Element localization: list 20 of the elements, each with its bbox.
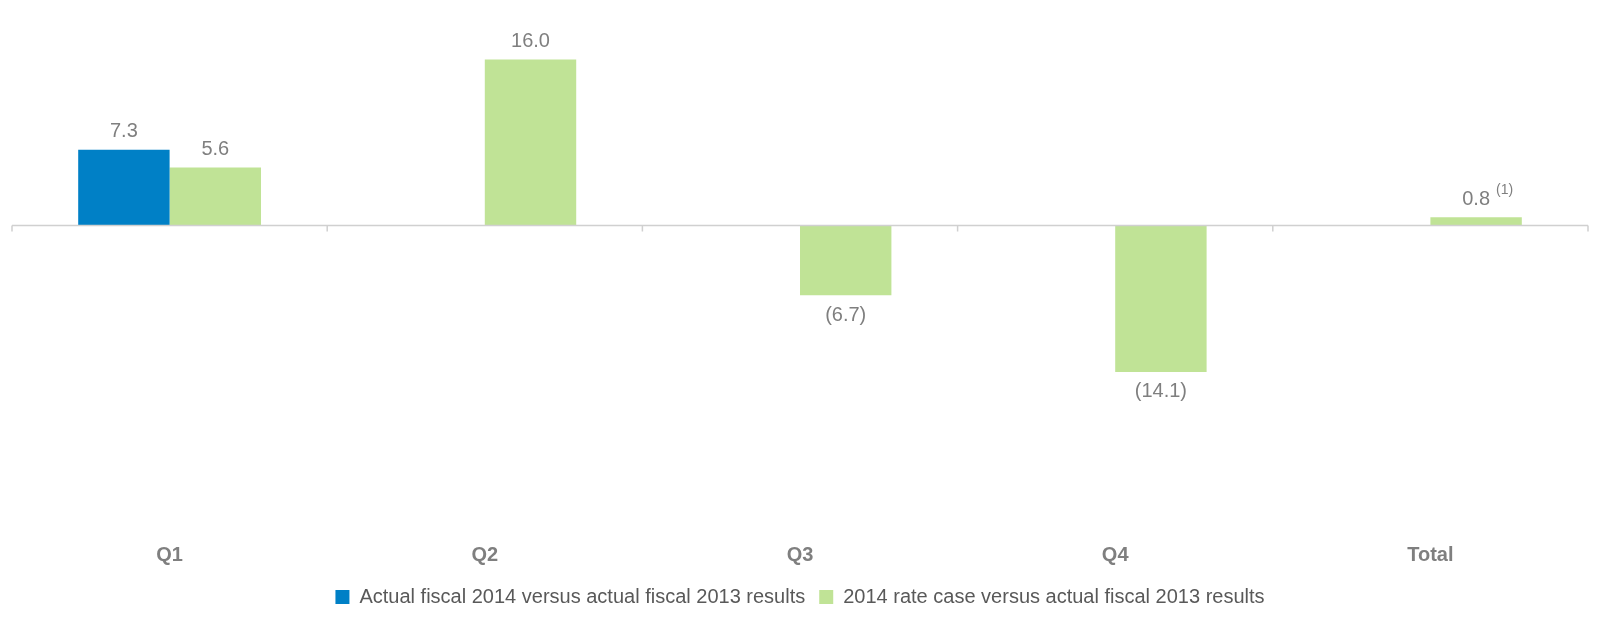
bar	[1115, 225, 1207, 372]
data-label: 16.0	[511, 29, 550, 52]
x-tick-label: Q1	[156, 542, 183, 565]
bar	[800, 225, 892, 296]
legend-label: 2014 rate case versus actual fiscal 2013 results	[843, 584, 1265, 607]
x-tick-label: Q3	[786, 542, 814, 565]
data-label: 7.3	[109, 119, 138, 142]
bar	[169, 167, 262, 226]
data-label: 0.8	[1462, 186, 1491, 209]
data-label: (14.1)	[1134, 379, 1188, 402]
bar	[484, 59, 577, 226]
x-tick-label: Q4	[1101, 542, 1130, 565]
x-tick-label: Total	[1407, 542, 1454, 565]
x-tick-label: Q2	[471, 542, 499, 565]
data-label: 5.6	[201, 136, 230, 159]
annotation: (1)	[1496, 181, 1514, 198]
data-label: (6.7)	[825, 302, 867, 325]
bar	[1430, 217, 1522, 226]
bar	[78, 149, 170, 226]
legend-label: Actual fiscal 2014 versus actual fiscal 2013 results	[359, 584, 806, 607]
